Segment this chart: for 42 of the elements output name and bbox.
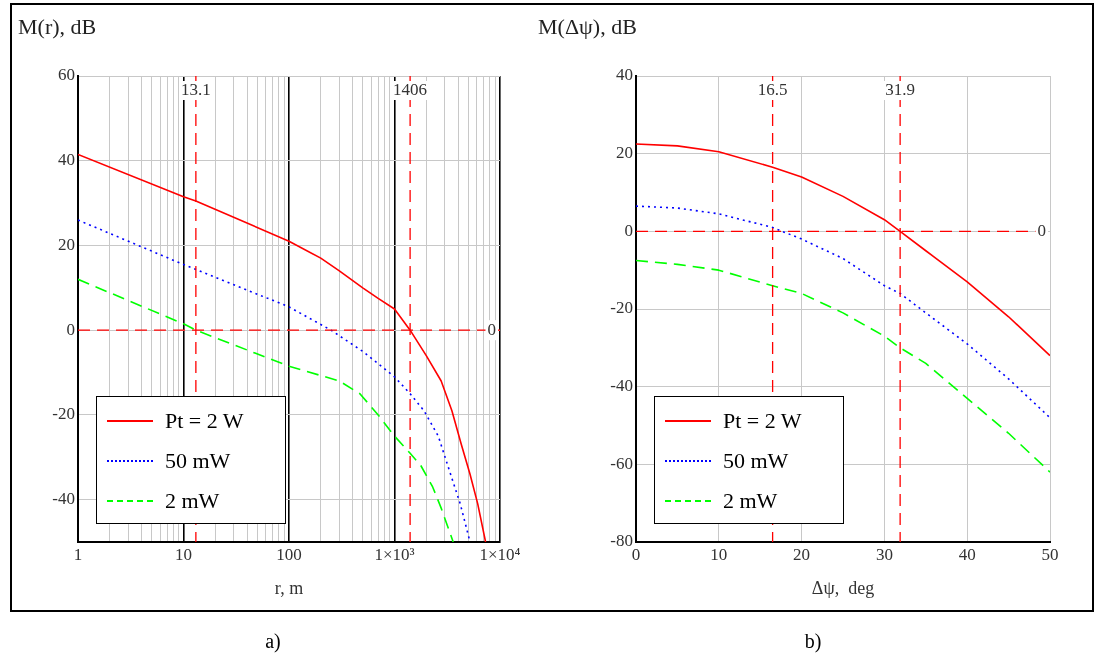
line-series bbox=[636, 259, 1050, 473]
y-tick-label: 20 bbox=[616, 143, 633, 163]
y-tick-label: 40 bbox=[58, 150, 75, 170]
x-tick-label: 10 bbox=[175, 544, 192, 564]
legend-label: 50 mW bbox=[723, 448, 789, 474]
legend-label: 2 mW bbox=[723, 488, 778, 514]
y-tick-label: -40 bbox=[610, 376, 633, 396]
x-tick-label: 20 bbox=[793, 544, 811, 564]
ref-line-label: 31.9 bbox=[885, 79, 916, 99]
y-tick-label: 0 bbox=[624, 220, 633, 240]
ref-line-label: 1406 bbox=[393, 79, 428, 99]
x-axis-title: r, m bbox=[274, 577, 304, 598]
ref-line-label: 0 bbox=[1037, 220, 1046, 240]
x-tick-label: 10 bbox=[710, 544, 728, 564]
x-tick-label: 100 bbox=[276, 544, 302, 564]
y-tick-label: -20 bbox=[52, 404, 75, 424]
y-tick-label: -20 bbox=[610, 298, 633, 318]
y-axis-title: M(Δψ), dB bbox=[538, 14, 637, 40]
y-tick-label: -40 bbox=[52, 489, 75, 509]
y-tick-label: -80 bbox=[610, 531, 633, 551]
y-tick-label: 20 bbox=[58, 234, 75, 254]
text: a) bbox=[265, 630, 281, 652]
y-tick-label: 0 bbox=[66, 319, 75, 339]
legend-label: Pt = 2 W bbox=[165, 408, 244, 434]
y-tick-label: 40 bbox=[616, 65, 633, 85]
x-axis-title: Δψ, deg bbox=[811, 577, 875, 598]
legend-label: Pt = 2 W bbox=[723, 408, 802, 434]
x-tick-label: 30 bbox=[875, 544, 893, 564]
ref-line-label: 0 bbox=[487, 319, 496, 339]
x-tick-label: 1 bbox=[73, 544, 83, 564]
x-tick-label: 1×10³ bbox=[374, 544, 415, 564]
ref-line-label: 16.5 bbox=[757, 79, 788, 99]
x-tick-label: 40 bbox=[958, 544, 976, 564]
x-tick-label: 1×10⁴ bbox=[479, 544, 521, 564]
y-tick-label: 60 bbox=[58, 65, 75, 85]
text: b) bbox=[804, 630, 822, 652]
ref-line-label: 13.1 bbox=[181, 79, 211, 99]
y-tick-label: -60 bbox=[610, 453, 633, 473]
x-tick-label: 50 bbox=[1041, 544, 1059, 564]
y-axis-title: M(r), dB bbox=[18, 14, 97, 40]
legend-label: 2 mW bbox=[165, 488, 220, 514]
legend-label: 50 mW bbox=[165, 448, 231, 474]
